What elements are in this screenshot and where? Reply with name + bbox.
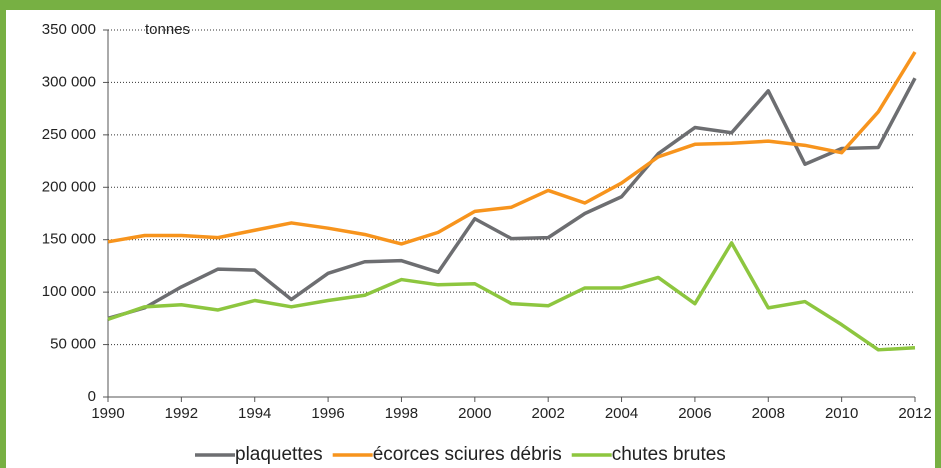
x-tick-label: 2012 xyxy=(898,405,931,422)
y-tick-label: 100 000 xyxy=(42,283,96,300)
y-tick-label: 0 xyxy=(88,388,96,405)
x-tick-label: 2004 xyxy=(605,405,638,422)
x-tick-label: 1992 xyxy=(165,405,198,422)
y-tick-label: 50 000 xyxy=(50,336,96,353)
x-tick-label: 2010 xyxy=(825,405,858,422)
x-tick-label: 1990 xyxy=(91,405,124,422)
y-tick-label: 150 000 xyxy=(42,231,96,248)
x-tick-label: 2006 xyxy=(678,405,711,422)
x-tick-label: 1998 xyxy=(385,405,418,422)
x-tick-label: 1996 xyxy=(311,405,344,422)
unit-annotation: tonnes xyxy=(145,21,190,38)
series-line xyxy=(107,51,917,246)
series-line xyxy=(107,77,917,321)
y-tick-label: 200 000 xyxy=(42,178,96,195)
legend-label: écorces sciures débris xyxy=(373,444,562,465)
panel xyxy=(6,10,935,468)
y-tick-label: 300 000 xyxy=(42,73,96,90)
y-tick-label: 250 000 xyxy=(42,126,96,143)
x-tick-label: 2008 xyxy=(752,405,785,422)
x-tick-label: 1994 xyxy=(238,405,271,422)
x-tick-label: 2002 xyxy=(531,405,564,422)
legend-label: plaquettes xyxy=(235,444,323,465)
series-line xyxy=(107,241,916,352)
y-tick-label: 350 000 xyxy=(42,21,96,38)
legend-label: chutes brutes xyxy=(612,444,726,465)
x-tick-label: 2000 xyxy=(458,405,491,422)
